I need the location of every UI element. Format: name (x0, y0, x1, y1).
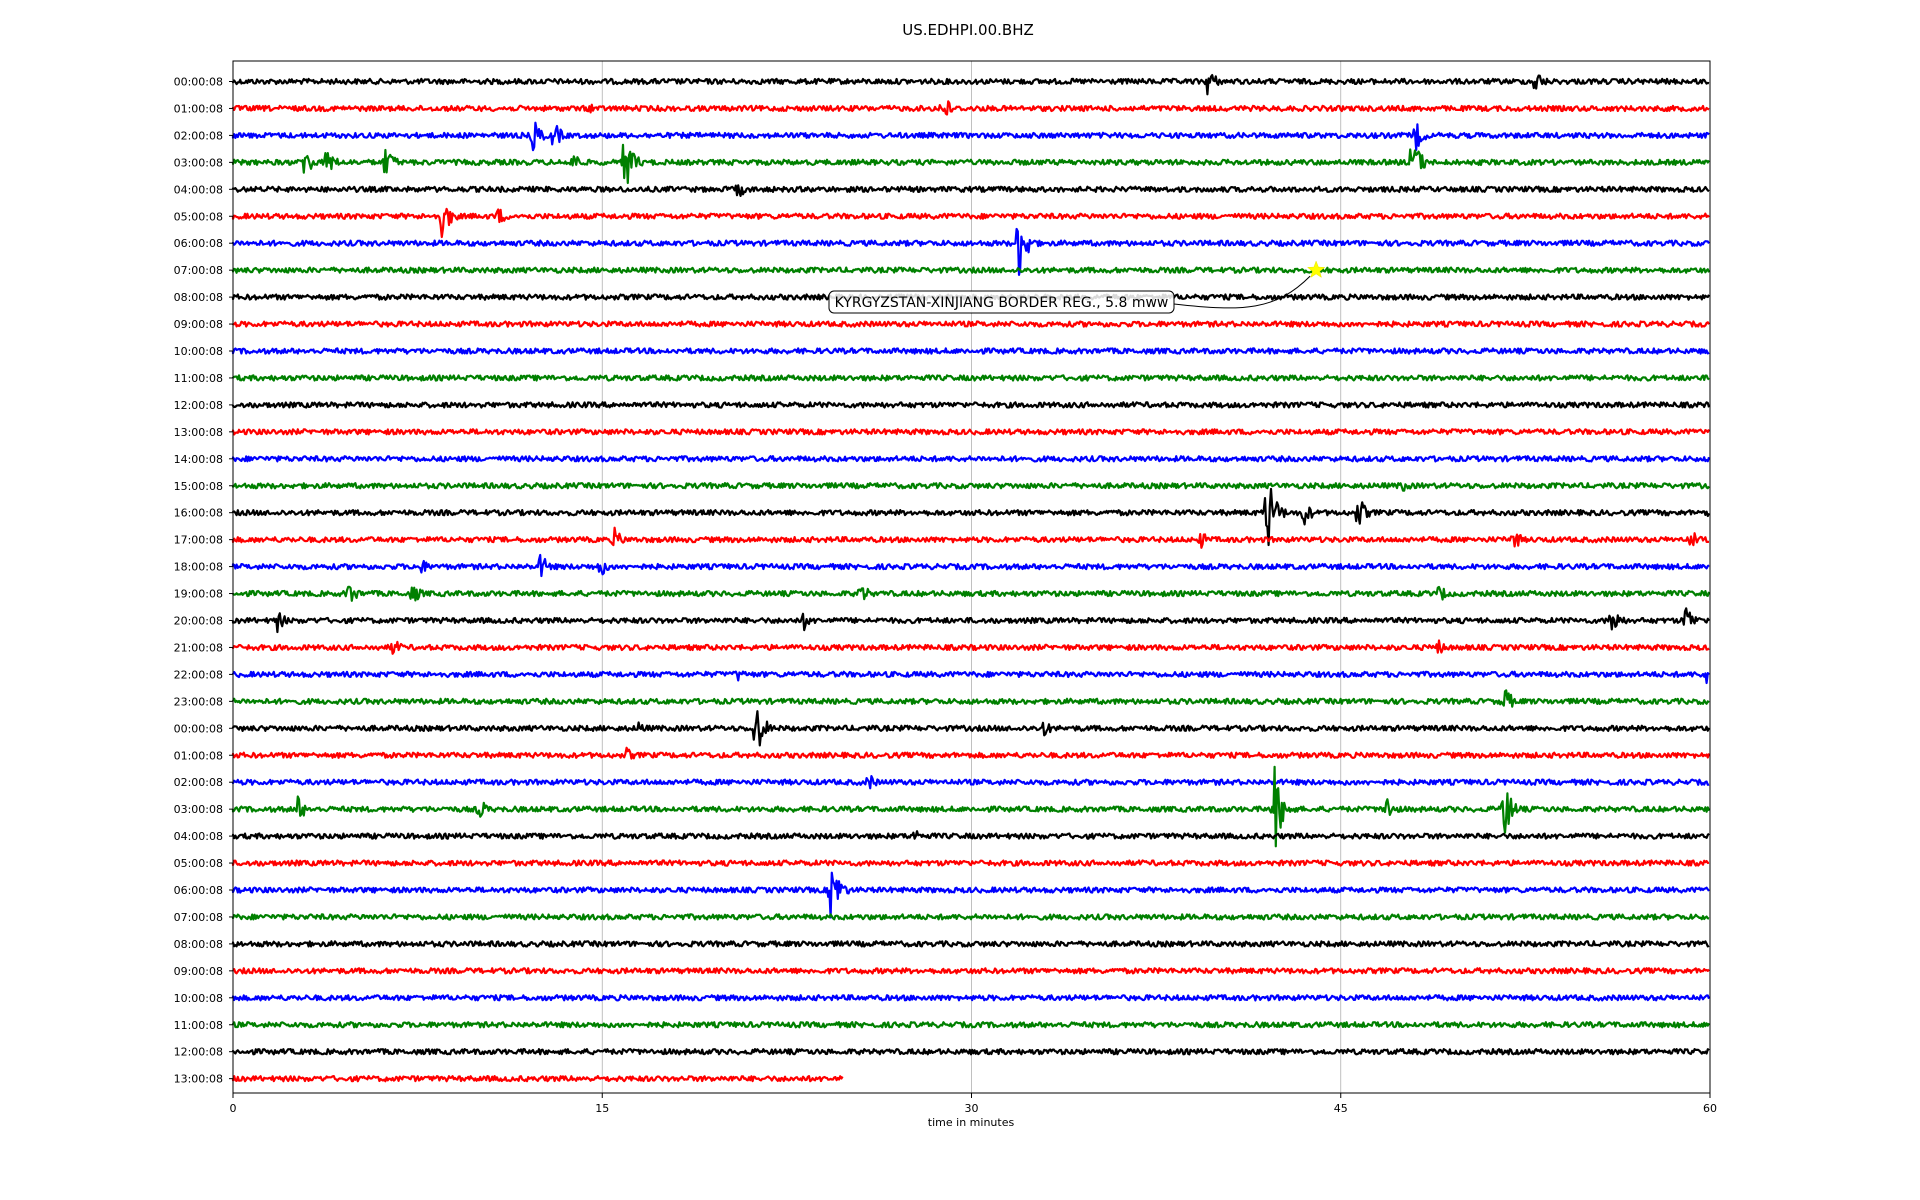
row-label-4: 04:00:08 (174, 183, 223, 196)
trace-row-0 (231, 74, 1710, 96)
row-label-30: 06:00:08 (174, 884, 223, 897)
row-label-13: 13:00:08 (174, 426, 223, 439)
row-label-20: 20:00:08 (174, 615, 223, 628)
trace-row-27 (231, 765, 1711, 848)
row-label-27: 03:00:08 (174, 803, 223, 816)
row-label-14: 14:00:08 (174, 453, 223, 466)
row-label-15: 15:00:08 (174, 480, 223, 493)
row-label-9: 09:00:08 (174, 318, 223, 331)
x-tick-label-1: 15 (595, 1102, 609, 1115)
row-label-0: 00:00:08 (174, 76, 223, 89)
x-tick-label-0: 0 (230, 1102, 237, 1115)
trace-row-21 (231, 639, 1710, 655)
trace-row-1 (231, 100, 1710, 116)
row-label-5: 05:00:08 (174, 210, 223, 223)
x-axis-label: time in minutes (928, 1116, 1015, 1129)
x-tick-label-4: 60 (1703, 1102, 1717, 1115)
row-label-34: 10:00:08 (174, 992, 223, 1005)
x-tick-label-2: 30 (965, 1102, 979, 1115)
row-label-29: 05:00:08 (174, 857, 223, 870)
trace-row-16 (231, 487, 1711, 547)
trace-row-5 (231, 207, 1710, 239)
trace-row-15 (231, 482, 1710, 492)
trace-row-36 (231, 1048, 1710, 1056)
trace-row-11 (231, 374, 1710, 382)
trace-row-34 (231, 994, 1711, 1002)
event-annotation: KYRGYZSTAN-XINJIANG BORDER REG., 5.8 mww (828, 260, 1326, 314)
grid-lines (601, 61, 1342, 1093)
row-label-33: 09:00:08 (174, 965, 223, 978)
row-label-2: 02:00:08 (174, 129, 223, 142)
x-tick-label-3: 45 (1334, 1102, 1348, 1115)
row-time-labels: 00:00:08 01:00:08 02:00:08 03:00:08 04:00:08… (174, 76, 233, 1086)
row-label-36: 12:00:08 (174, 1046, 223, 1059)
row-label-12: 12:00:08 (174, 399, 223, 412)
x-axis-ticks: 0 15 30 45 60 (230, 1093, 1717, 1115)
row-label-23: 23:00:08 (174, 695, 223, 708)
trace-row-7 (231, 266, 1711, 274)
trace-row-13 (231, 428, 1710, 436)
row-label-26: 02:00:08 (174, 776, 223, 789)
event-star-marker (1306, 260, 1326, 278)
row-label-32: 08:00:08 (174, 938, 223, 951)
trace-row-9 (231, 320, 1710, 328)
trace-row-20 (231, 607, 1710, 634)
row-label-35: 11:00:08 (174, 1019, 223, 1032)
trace-row-35 (231, 1021, 1710, 1029)
annotation-box (828, 290, 1175, 314)
trace-row-4 (231, 184, 1710, 197)
trace-row-18 (231, 553, 1710, 578)
row-label-24: 00:00:08 (174, 722, 223, 735)
trace-row-14 (231, 455, 1711, 463)
row-label-22: 22:00:08 (174, 668, 223, 681)
annotation-arrow (1173, 275, 1311, 309)
row-label-18: 18:00:08 (174, 561, 223, 574)
chart-title: US.EDHPI.00.BHZ (902, 21, 1034, 39)
trace-row-6 (231, 227, 1710, 276)
annotation-text: KYRGYZSTAN-XINJIANG BORDER REG., 5.8 mww (835, 295, 1169, 311)
row-label-11: 11:00:08 (174, 372, 223, 385)
row-label-10: 10:00:08 (174, 345, 223, 358)
row-label-1: 01:00:08 (174, 102, 223, 115)
trace-row-30 (231, 871, 1710, 919)
trace-row-37 (231, 1075, 844, 1083)
trace-row-19 (231, 585, 1711, 602)
row-label-21: 21:00:08 (174, 641, 223, 654)
row-label-37: 13:00:08 (174, 1073, 223, 1086)
trace-row-25 (231, 746, 1711, 760)
trace-row-28 (231, 830, 1710, 840)
trace-row-31 (231, 913, 1710, 921)
row-label-7: 07:00:08 (174, 264, 223, 277)
row-label-31: 07:00:08 (174, 911, 223, 924)
row-label-8: 08:00:08 (174, 291, 223, 304)
row-label-19: 19:00:08 (174, 588, 223, 601)
trace-row-12 (231, 401, 1711, 409)
row-label-16: 16:00:08 (174, 507, 223, 520)
row-label-17: 17:00:08 (174, 534, 223, 547)
trace-row-24 (231, 710, 1711, 747)
trace-row-2 (231, 121, 1710, 152)
row-label-3: 03:00:08 (174, 156, 223, 169)
trace-row-22 (231, 670, 1710, 685)
trace-row-32 (231, 940, 1710, 948)
trace-row-26 (231, 775, 1710, 790)
trace-row-33 (232, 967, 1710, 975)
trace-row-10 (231, 347, 1710, 355)
row-label-6: 06:00:08 (174, 237, 223, 250)
trace-row-17 (231, 526, 1710, 549)
row-label-25: 01:00:08 (174, 749, 223, 762)
trace-row-3 (231, 143, 1710, 185)
trace-group (231, 74, 1711, 1083)
row-label-28: 04:00:08 (174, 830, 223, 843)
trace-row-29 (231, 859, 1710, 867)
trace-row-23 (231, 689, 1710, 708)
